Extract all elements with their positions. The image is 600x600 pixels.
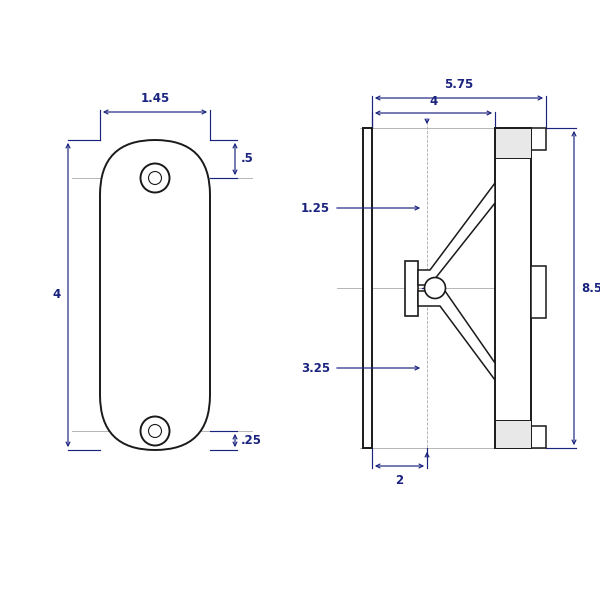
Text: .25: .25 bbox=[241, 434, 262, 447]
Bar bbox=[495, 128, 531, 158]
Bar bbox=[363, 128, 372, 448]
Text: 1.25: 1.25 bbox=[301, 202, 330, 214]
Text: 8.5: 8.5 bbox=[581, 281, 600, 295]
Text: 4: 4 bbox=[53, 289, 61, 301]
Text: 4: 4 bbox=[430, 95, 437, 108]
Polygon shape bbox=[418, 291, 495, 380]
Circle shape bbox=[149, 425, 161, 437]
Text: .5: .5 bbox=[241, 152, 254, 166]
Bar bbox=[495, 128, 531, 448]
Bar bbox=[495, 420, 531, 448]
Circle shape bbox=[140, 416, 170, 445]
Circle shape bbox=[424, 277, 445, 298]
FancyBboxPatch shape bbox=[100, 140, 210, 450]
Circle shape bbox=[149, 172, 161, 185]
Bar bbox=[531, 128, 546, 150]
Bar bbox=[531, 266, 546, 318]
Bar bbox=[531, 426, 546, 448]
Text: 5.75: 5.75 bbox=[445, 78, 473, 91]
Circle shape bbox=[140, 163, 170, 193]
Polygon shape bbox=[418, 183, 495, 285]
Text: 1.45: 1.45 bbox=[140, 92, 170, 105]
Bar bbox=[405, 260, 418, 316]
Text: 2: 2 bbox=[395, 474, 404, 487]
Text: 3.25: 3.25 bbox=[301, 361, 330, 374]
